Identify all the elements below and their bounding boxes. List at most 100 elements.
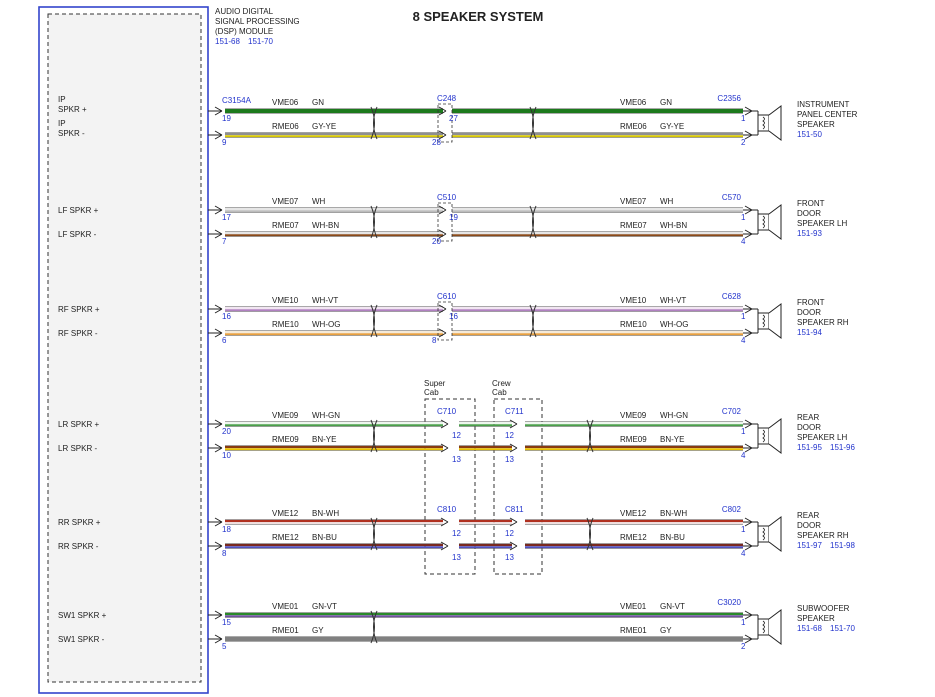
mid-plus-pin: 16 (449, 312, 458, 321)
plus-circuit-left: VME09 (272, 411, 299, 420)
plus-circuit-right: VME09 (620, 411, 647, 420)
twist-left-a (370, 304, 375, 338)
plus-circuit-left: VME07 (272, 197, 299, 206)
speaker-ref-2: 151-70 (830, 624, 855, 633)
mid-plus-arrow (438, 106, 447, 116)
module-title-line-1: AUDIO DIGITAL (215, 7, 274, 16)
twist-left-a (370, 205, 375, 239)
twist-right-a (586, 419, 591, 453)
speaker-name-line-3: SPEAKER (797, 120, 835, 129)
speaker-minus-arrow (744, 130, 753, 140)
speaker-icon-cone (768, 609, 782, 645)
super-cab-label-2: Cab (424, 388, 439, 397)
speaker-minus-arrow (744, 634, 753, 644)
twist-right-a (586, 517, 591, 551)
module-pin-minus-arrow (214, 130, 223, 140)
module-pin-plus-arrow (214, 106, 223, 116)
speaker-name-line-2: PANEL CENTER (797, 110, 858, 119)
minus-label: LF SPKR - (58, 230, 97, 239)
twist-right-a (529, 106, 534, 140)
mid-connector-label: C248 (437, 94, 457, 103)
plus-circuit-left: VME06 (272, 98, 299, 107)
twist-left-b (373, 419, 378, 453)
plus-label-line-1: IP (58, 95, 66, 104)
module-pin-minus-number: 6 (222, 336, 227, 345)
module-pin-minus-arrow (214, 443, 223, 453)
crew-cab-minus-pin: 13 (505, 455, 514, 464)
super-cab-label: Super (424, 379, 446, 388)
super-cab-enclosure (424, 398, 476, 575)
minus-circuit-right: RME01 (620, 626, 647, 635)
module-pin-plus-number: 20 (222, 427, 231, 436)
minus-circuit-right: RME12 (620, 533, 647, 542)
plus-color-left: GN (312, 98, 324, 107)
plus-color-right: WH (660, 197, 674, 206)
twist-right-a (529, 205, 534, 239)
mid-minus-pin: 8 (432, 336, 437, 345)
super-cab-plus-pin: 12 (452, 431, 461, 440)
twist-right-b (589, 517, 594, 551)
speaker-minus-pin: 2 (741, 642, 746, 651)
speaker-plus-pin: 1 (741, 114, 746, 123)
minus-label: LR SPKR - (58, 444, 97, 453)
minus-color-left: WH-BN (312, 221, 339, 230)
crew-cab-label: Crew (492, 379, 511, 388)
twist-left-b (373, 610, 378, 644)
minus-circuit-left: RME06 (272, 122, 299, 131)
mid-minus-arrow (438, 130, 447, 140)
plus-label-line-2: SPKR + (58, 105, 87, 114)
module-pin-minus-number: 9 (222, 138, 227, 147)
speaker-icon-coil (762, 527, 765, 541)
minus-circuit-right: RME10 (620, 320, 647, 329)
speaker-minus-pin: 4 (741, 237, 746, 246)
speaker-plus-arrow (744, 304, 753, 314)
circuit-rf: RF SPKR + RF SPKR - 16 6 C610 16 8 VME10 WH-VT RM… (58, 292, 849, 345)
twist-right-b (532, 106, 537, 140)
plus-color-right: WH-VT (660, 296, 686, 305)
mid-plus-arrow (438, 205, 447, 215)
crew-cab-label-2: Cab (492, 388, 507, 397)
speaker-ref-1: 151-97 (797, 541, 822, 550)
plus-label: RF SPKR + (58, 305, 100, 314)
minus-circuit-right: RME09 (620, 435, 647, 444)
speaker-plus-arrow (744, 419, 753, 429)
module-title-line-2: SIGNAL PROCESSING (215, 17, 300, 26)
cab1-minus-arrow (440, 443, 449, 453)
speaker-name-line-1: SUBWOOFER (797, 604, 850, 613)
cab2-plus-arrow (509, 419, 518, 429)
speaker-name-line-2: DOOR (797, 308, 821, 317)
speaker-name-line-1: REAR (797, 413, 819, 422)
speaker-icon-coil (762, 116, 765, 130)
mid-minus-pin: 20 (432, 237, 441, 246)
speaker-name-line-2: DOOR (797, 209, 821, 218)
mid-connector-body (437, 301, 453, 341)
speaker-ref-1: 151-50 (797, 130, 822, 139)
minus-circuit-left: RME09 (272, 435, 299, 444)
crew-cab-plus-pin: 12 (505, 529, 514, 538)
plus-color-left: WH (312, 197, 326, 206)
speaker-icon-cone (768, 418, 782, 454)
plus-color-left: GN-VT (312, 602, 337, 611)
twist-left-a (370, 610, 375, 644)
minus-color-left: BN-BU (312, 533, 337, 542)
speaker-ref-1: 151-93 (797, 229, 822, 238)
plus-circuit-right: VME06 (620, 98, 647, 107)
module-ref-1: 151-68 (215, 37, 240, 46)
dsp-module-border (38, 6, 209, 694)
speaker-plus-arrow (744, 205, 753, 215)
mid-minus-arrow (438, 328, 447, 338)
module-pin-plus-number: 16 (222, 312, 231, 321)
module-pin-plus-number: 17 (222, 213, 231, 222)
mid-plus-pin: 19 (449, 213, 458, 222)
minus-color-right: GY (660, 626, 672, 635)
cab1-plus-arrow (440, 517, 449, 527)
plus-label: SW1 SPKR + (58, 611, 107, 620)
minus-color-right: WH-OG (660, 320, 688, 329)
speaker-name-line-3: SPEAKER RH (797, 318, 849, 327)
super-cab-minus-pin: 13 (452, 553, 461, 562)
speaker-plus-pin: 1 (741, 213, 746, 222)
speaker-minus-pin: 4 (741, 451, 746, 460)
speaker-icon-cone (768, 105, 782, 141)
twist-left-a (370, 419, 375, 453)
